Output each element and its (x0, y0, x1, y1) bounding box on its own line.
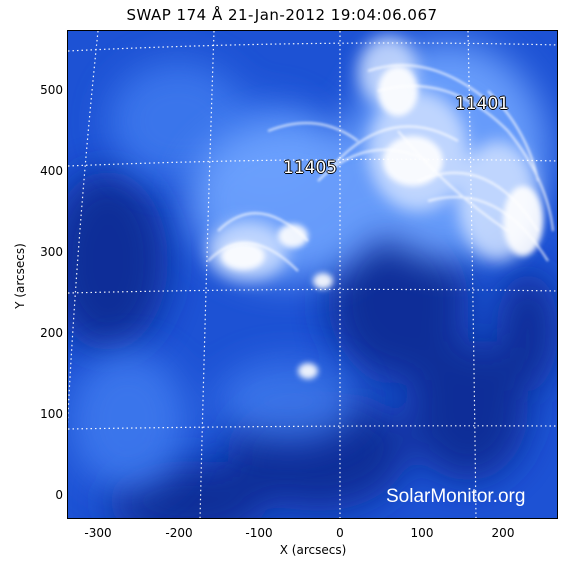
x-tick-label: 100 (410, 526, 434, 540)
solar-image (68, 31, 557, 518)
y-tick-label: 300 (40, 245, 63, 259)
y-tick-label: 0 (55, 488, 63, 502)
x-tick-label: -300 (84, 526, 112, 540)
solar-image-frame (67, 30, 558, 519)
image-title: SWAP 174 Å 21-Jan-2012 19:04:06.067 (126, 6, 438, 24)
watermark: SolarMonitor.org (386, 486, 526, 507)
y-tick-label: 100 (40, 407, 63, 421)
x-tick-label: -200 (165, 526, 193, 540)
y-axis-label: Y (arcsecs) (13, 243, 27, 309)
x-tick-label: 200 (491, 526, 515, 540)
y-tick-label: 400 (40, 164, 63, 178)
x-tick-label: 0 (336, 526, 344, 540)
active-region-label: 11401 (455, 94, 510, 114)
x-axis-label: X (arcsecs) (279, 543, 347, 557)
y-tick-label: 500 (40, 83, 63, 97)
y-tick-label: 200 (40, 326, 63, 340)
y-tick-labels: 0 100 200 300 400 500 (0, 0, 63, 564)
x-tick-label: -100 (245, 526, 273, 540)
active-region-label: 11405 (283, 158, 338, 178)
